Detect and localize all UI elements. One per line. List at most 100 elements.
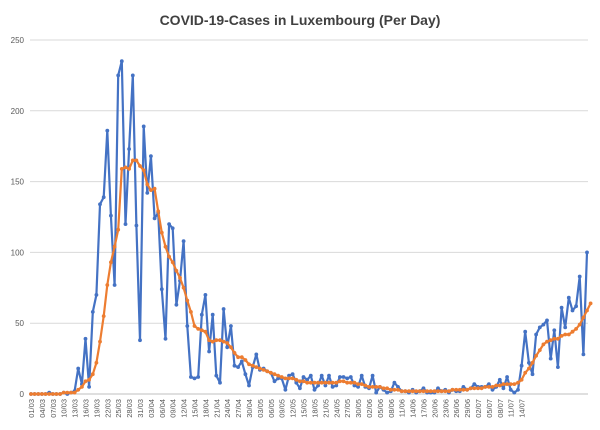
data-point [134, 158, 139, 163]
data-point [436, 389, 440, 394]
x-tick-label: 10/03 [60, 399, 69, 418]
data-point [225, 341, 230, 345]
x-tick-label: 21/04 [212, 399, 221, 418]
data-point [327, 373, 331, 378]
x-tick-label: 15/05 [300, 399, 309, 418]
data-point [94, 360, 99, 365]
data-point [385, 386, 389, 391]
data-point [399, 389, 404, 394]
data-point [130, 73, 135, 78]
data-point [338, 375, 342, 379]
data-point [163, 244, 168, 249]
y-tick-label: 150 [11, 178, 25, 187]
data-point [432, 389, 437, 394]
data-point [43, 392, 48, 396]
data-point [494, 383, 499, 388]
x-tick-label: 15/04 [191, 399, 200, 418]
data-point [119, 167, 124, 171]
data-point [341, 375, 346, 379]
data-point [298, 386, 302, 391]
data-point [65, 390, 70, 395]
data-point [312, 380, 317, 385]
data-point [410, 389, 415, 394]
data-point [392, 380, 397, 385]
data-point [556, 365, 560, 369]
series-line [31, 60, 589, 396]
data-point [185, 298, 190, 303]
data-point [109, 260, 113, 265]
data-point [341, 379, 346, 384]
data-point [185, 324, 190, 328]
data-point [29, 392, 33, 396]
x-tick-label: 31/03 [136, 399, 145, 418]
data-point [559, 305, 564, 310]
data-point [476, 386, 480, 391]
data-point [461, 385, 466, 389]
data-point [207, 338, 212, 343]
data-point [523, 370, 528, 375]
x-tick-label: 02/07 [474, 399, 483, 418]
data-point [76, 366, 81, 371]
data-point [356, 385, 360, 389]
data-point [98, 339, 102, 344]
x-tick-label: 27/05 [343, 399, 352, 418]
data-point [570, 329, 575, 334]
data-point [47, 392, 52, 396]
data-point [123, 222, 128, 227]
data-point [530, 372, 535, 377]
data-point [490, 385, 495, 389]
data-point [334, 383, 339, 388]
data-point [308, 380, 313, 385]
data-point [585, 308, 589, 313]
data-point [290, 376, 295, 381]
data-point [80, 385, 84, 389]
data-point [272, 379, 277, 384]
data-point [134, 223, 139, 228]
data-point [141, 168, 146, 173]
data-point [338, 379, 342, 384]
data-point [258, 366, 262, 371]
x-tick-label: 12/04 [180, 399, 189, 418]
data-point [272, 372, 277, 377]
data-point [287, 376, 291, 381]
data-point [552, 336, 557, 341]
data-point [512, 390, 517, 395]
data-point [461, 387, 466, 392]
data-point [283, 376, 288, 381]
data-point [516, 380, 520, 385]
data-point [189, 375, 193, 379]
data-point [367, 385, 371, 389]
data-point [112, 283, 117, 287]
data-point [428, 389, 433, 394]
data-point [352, 383, 357, 388]
x-tick-label: 06/04 [158, 399, 167, 418]
data-point [290, 372, 295, 377]
data-point [210, 339, 215, 344]
data-point [330, 380, 335, 385]
data-point [298, 379, 302, 384]
data-point [301, 379, 306, 384]
data-point [370, 385, 375, 389]
x-tick-label: 06/05 [267, 399, 276, 418]
data-point [170, 260, 175, 265]
data-point [250, 363, 255, 368]
data-point [508, 382, 513, 386]
data-point [247, 362, 251, 367]
data-point [50, 392, 55, 396]
x-tick-label: 29/06 [463, 399, 472, 418]
data-point [32, 392, 37, 396]
data-point [152, 186, 157, 191]
data-point [159, 230, 164, 235]
data-point [392, 387, 397, 392]
data-point [319, 373, 324, 378]
data-point [537, 348, 542, 352]
data-point [330, 385, 335, 389]
data-point [268, 370, 273, 375]
x-tick-label: 08/06 [387, 399, 396, 418]
data-point [497, 383, 502, 388]
data-point [316, 383, 320, 388]
x-tick-label: 03/04 [147, 399, 156, 418]
data-point [570, 308, 575, 313]
x-tick-label: 18/04 [201, 399, 210, 418]
data-point [563, 325, 568, 330]
